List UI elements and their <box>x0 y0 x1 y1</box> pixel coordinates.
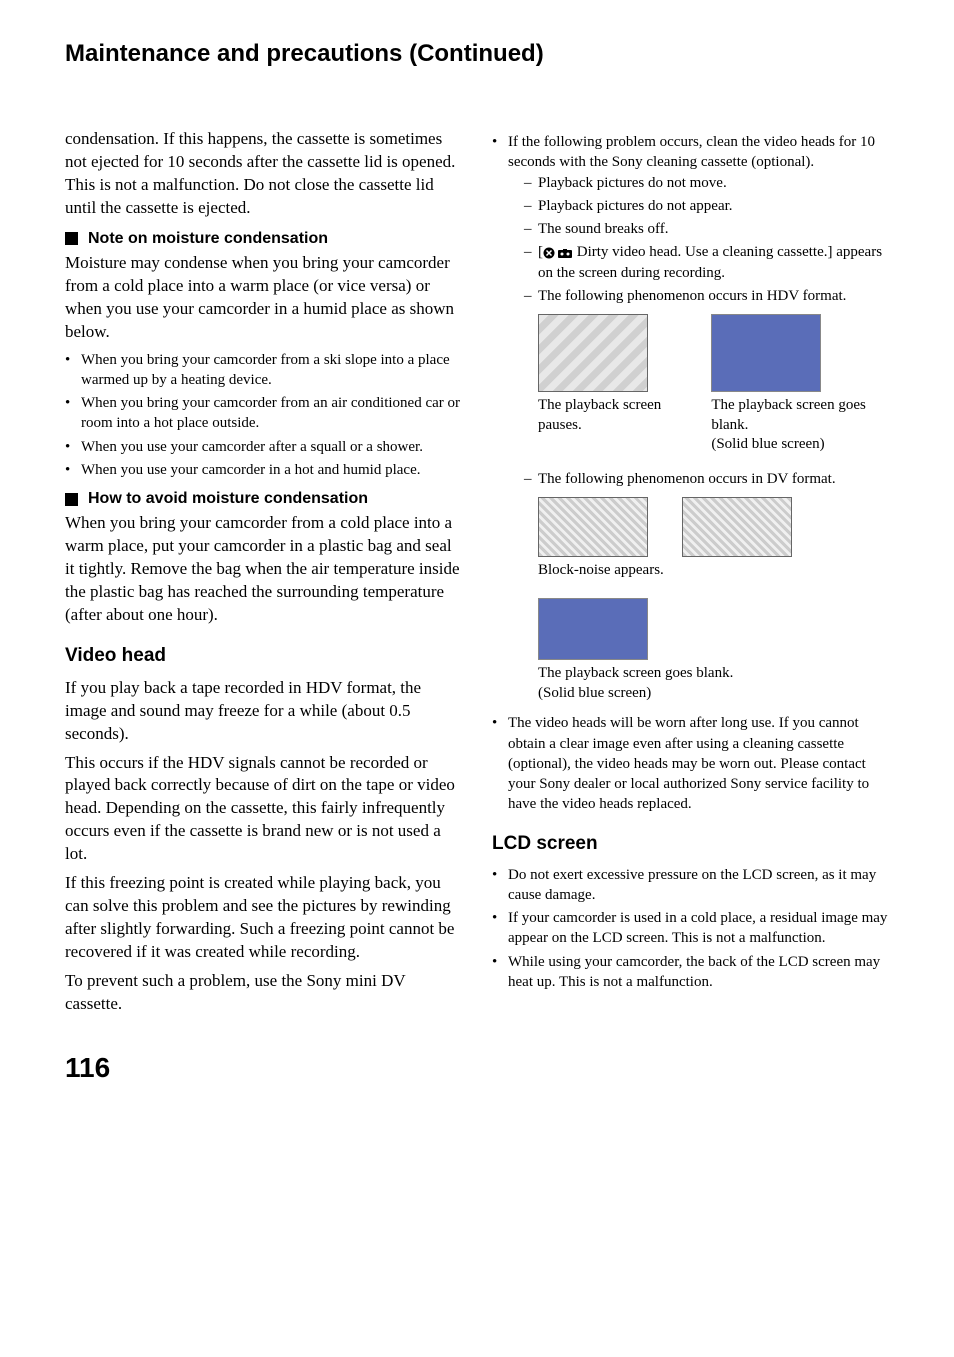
video-head-p2: This occurs if the HDV signals cannot be… <box>65 752 462 867</box>
list-item: The sound breaks off. <box>524 219 889 239</box>
dirty-head-text: [ Dirty video head. Use a cleaning casse… <box>538 244 882 280</box>
dv-noise-image-2 <box>682 497 792 557</box>
video-head-p4: To prevent such a problem, use the Sony … <box>65 970 462 1016</box>
list-item: If the following problem occurs, clean t… <box>492 132 889 703</box>
hdv-pause-caption: The playback screen pauses. <box>538 396 693 435</box>
list-item: While using your camcorder, the back of … <box>492 952 889 993</box>
moisture-note-body: Moisture may condense when you bring you… <box>65 252 462 344</box>
intro-paragraph: condensation. If this happens, the casse… <box>65 128 462 220</box>
heading-text: How to avoid moisture condensation <box>88 490 368 508</box>
avoid-moisture-heading: How to avoid moisture condensation <box>65 490 462 508</box>
list-item: Playback pictures do not appear. <box>524 196 889 216</box>
right-column: If the following problem occurs, clean t… <box>492 128 889 1022</box>
dv-phenomenon-list: The following phenomenon occurs in DV fo… <box>508 469 889 489</box>
list-item: When you bring your camcorder from a ski… <box>65 350 462 391</box>
list-item: The video heads will be worn after long … <box>492 713 889 814</box>
video-head-p1: If you play back a tape recorded in HDV … <box>65 677 462 746</box>
cleaning-instruction-list: If the following problem occurs, clean t… <box>492 132 889 815</box>
page-number: 116 <box>65 1052 889 1084</box>
heading-text: Note on moisture condensation <box>88 230 328 248</box>
dv-noise-block-2 <box>682 497 792 581</box>
dv-image-row: Block-noise appears. <box>508 497 889 581</box>
lcd-heading: LCD screen <box>492 833 889 855</box>
dv-blue-screen-image <box>538 598 648 660</box>
dv-noise-block: Block-noise appears. <box>538 497 664 581</box>
dv-blank-caption-block: The playback screen goes blank. (Solid b… <box>508 664 889 703</box>
lcd-list: Do not exert excessive pressure on the L… <box>492 865 889 993</box>
left-column: condensation. If this happens, the casse… <box>65 128 462 1022</box>
list-item: The following phenomenon occurs in HDV f… <box>524 286 889 306</box>
list-item: Playback pictures do not move. <box>524 173 889 193</box>
bullet-text: If the following problem occurs, clean t… <box>508 134 875 170</box>
list-item: When you bring your camcorder from an ai… <box>65 393 462 434</box>
avoid-moisture-body: When you bring your camcorder from a col… <box>65 512 462 627</box>
two-column-layout: condensation. If this happens, the casse… <box>65 128 889 1022</box>
hdv-blue-screen-image <box>711 314 821 392</box>
page-title: Maintenance and precautions (Continued) <box>65 40 889 68</box>
problems-list: Playback pictures do not move. Playback … <box>508 173 889 307</box>
dv-noise-caption: Block-noise appears. <box>538 561 664 581</box>
cassette-icon <box>557 247 573 259</box>
moisture-note-list: When you bring your camcorder from a ski… <box>65 350 462 481</box>
warning-icon <box>543 247 557 259</box>
hdv-image-row: The playback screen pauses. The playback… <box>508 314 889 455</box>
dv-blue-block <box>538 598 648 660</box>
dv-noise-image <box>538 497 648 557</box>
list-item: When you use your camcorder after a squa… <box>65 437 462 457</box>
video-head-p3: If this freezing point is created while … <box>65 872 462 964</box>
video-head-heading: Video head <box>65 645 462 667</box>
dv-blank-caption: The playback screen goes blank. (Solid b… <box>538 664 889 703</box>
list-item: If your camcorder is used in a cold plac… <box>492 908 889 949</box>
hdv-blank-caption: The playback screen goes blank. (Solid b… <box>711 396 889 455</box>
hdv-blank-block: The playback screen goes blank. (Solid b… <box>711 314 889 455</box>
list-item: The following phenomenon occurs in DV fo… <box>524 469 889 489</box>
dv-blue-row <box>508 598 889 660</box>
hdv-pause-image <box>538 314 648 392</box>
list-item: Do not exert excessive pressure on the L… <box>492 865 889 906</box>
hdv-pause-block: The playback screen pauses. <box>538 314 693 455</box>
list-item: [ Dirty video head. Use a cleaning casse… <box>524 242 889 283</box>
moisture-note-heading: Note on moisture condensation <box>65 230 462 248</box>
list-item: When you use your camcorder in a hot and… <box>65 460 462 480</box>
